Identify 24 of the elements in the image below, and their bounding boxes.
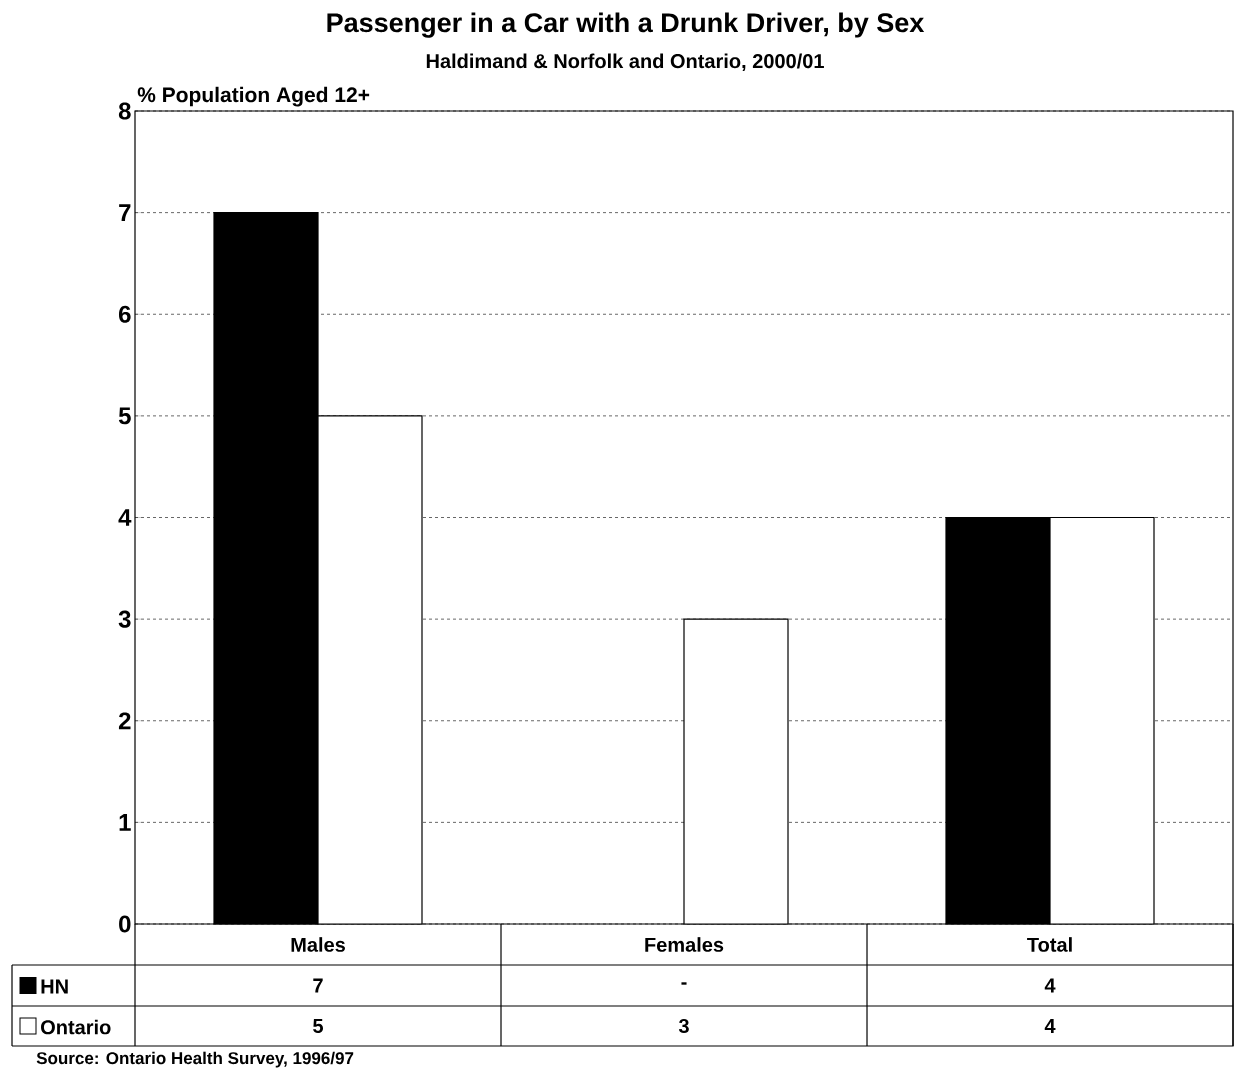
y-tick-label: 7 (119, 204, 131, 221)
y-axis-title: % Population Aged 12+ (137, 86, 370, 107)
data-label: 3 (678, 1018, 689, 1034)
data-label: 7 (313, 978, 323, 993)
chart-title: Passenger in a Car with a Drunk Driver, by Sex (327, 12, 925, 38)
legend-label: Ontario (41, 1019, 111, 1035)
chart-subtitle: Haldimand & Norfolk and Ontario, 2000/01 (426, 53, 824, 72)
y-tick-label: 6 (119, 305, 131, 323)
y-tick-label: 8 (118, 102, 131, 120)
y-tick-label: 5 (118, 407, 131, 425)
y-tick-label: 4 (118, 509, 132, 526)
y-tick-label: 2 (118, 712, 131, 730)
x-tick-label: Total (1027, 937, 1072, 952)
x-tick-label: Males (291, 937, 345, 952)
data-label: 4 (1044, 1019, 1056, 1033)
legend-label: HN (41, 979, 68, 994)
text: - (681, 982, 687, 985)
data-label: 5 (313, 1019, 324, 1033)
data-label: 4 (1044, 978, 1056, 993)
y-tick-label: 3 (118, 610, 131, 628)
source-note: Source: Ontario Health Survey, 1996/97 (36, 1051, 354, 1068)
y-tick-label: 1 (119, 814, 131, 831)
x-tick-label: Females (645, 937, 724, 952)
y-tick-label: 0 (119, 915, 131, 933)
